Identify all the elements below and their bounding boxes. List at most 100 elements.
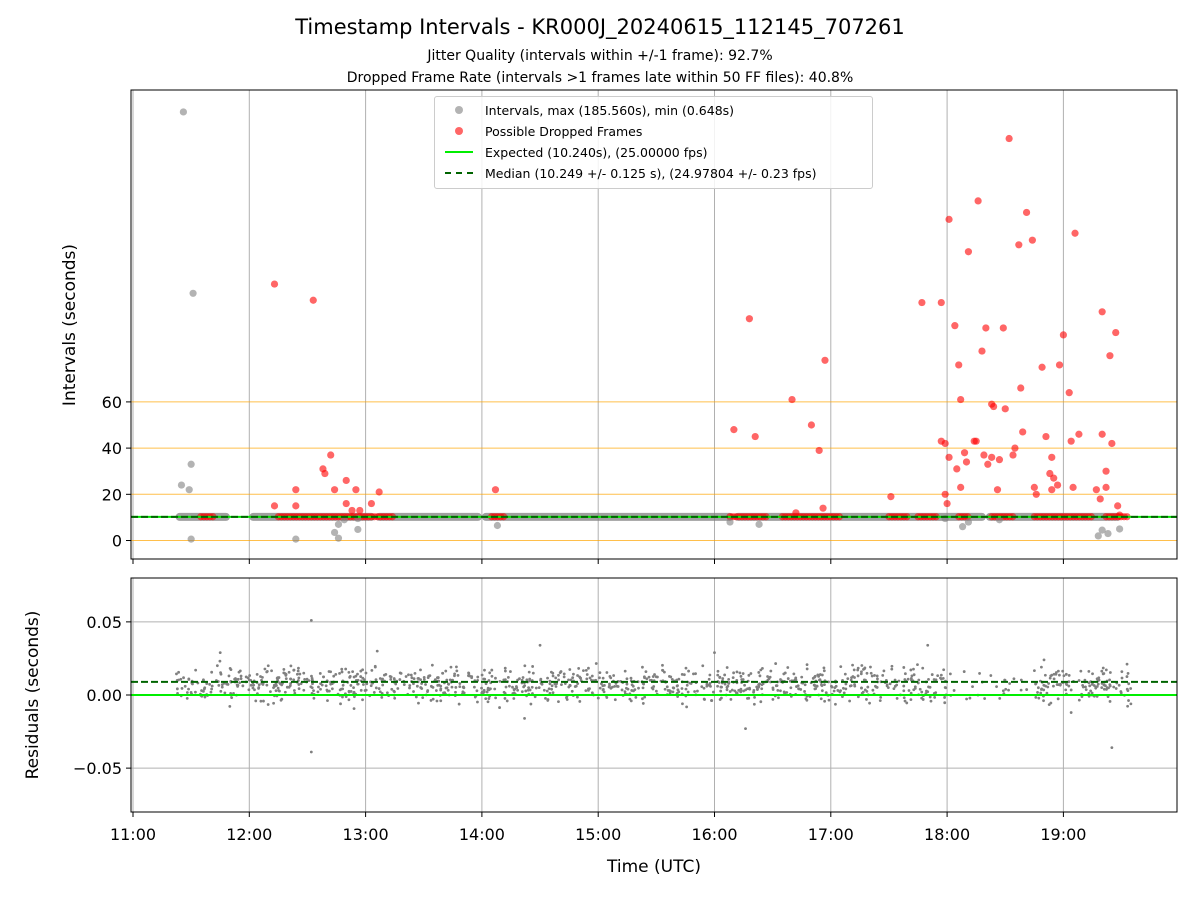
- residual-point: [458, 685, 462, 688]
- residual-point: [921, 666, 925, 670]
- residual-point: [853, 684, 857, 688]
- residual-point: [735, 670, 739, 674]
- residual-point: [625, 677, 629, 681]
- residual-point: [1127, 682, 1131, 686]
- residual-point: [435, 699, 439, 703]
- residual-point: [786, 666, 790, 669]
- residual-point: [330, 687, 334, 691]
- residual-point: [205, 682, 209, 686]
- residual-point: [272, 701, 275, 705]
- residual-point: [746, 696, 749, 700]
- interval-point: [177, 481, 186, 489]
- residual-point: [752, 689, 756, 692]
- interval-point: [340, 516, 348, 524]
- residual-point: [1034, 695, 1038, 699]
- residual-point: [753, 695, 756, 699]
- interval-point: [185, 486, 193, 494]
- residual-point: [1007, 688, 1010, 692]
- residual-point: [842, 691, 846, 695]
- dropped-frame-point: [327, 451, 335, 459]
- residual-point: [725, 688, 729, 692]
- residual-point: [631, 684, 635, 688]
- residual-point: [1069, 688, 1073, 692]
- residual-point: [757, 671, 761, 674]
- residual-point: [185, 691, 189, 694]
- interval-point: [292, 535, 300, 543]
- legend-symbol-median: [445, 167, 477, 179]
- residual-point: [557, 700, 560, 703]
- residual-point: [247, 688, 251, 692]
- residual-point: [1117, 683, 1121, 687]
- residual-point: [493, 687, 497, 691]
- residual-point: [327, 689, 331, 693]
- residual-point: [456, 673, 460, 677]
- y-tick-label-top: 20: [102, 485, 122, 504]
- residual-point: [389, 675, 393, 679]
- residual-point: [428, 674, 432, 678]
- y-tick-label-top: 60: [102, 393, 122, 412]
- residual-point: [490, 668, 494, 672]
- residual-point: [292, 668, 296, 672]
- residual-point: [319, 687, 322, 691]
- residual-point: [1036, 691, 1039, 694]
- residual-point: [486, 686, 490, 690]
- residual-point: [598, 686, 602, 690]
- residual-point: [836, 689, 840, 692]
- residual-point: [717, 681, 721, 684]
- residual-point: [330, 682, 334, 686]
- residual-point: [217, 684, 221, 687]
- residual-point: [439, 684, 443, 688]
- chart-subtitle-jitter: Jitter Quality (intervals within +/-1 fr…: [427, 48, 773, 64]
- residual-point: [1126, 689, 1130, 693]
- interval-point: [755, 520, 763, 528]
- residual-point: [605, 696, 609, 699]
- interval-point: [187, 460, 195, 468]
- dropped-frame-point: [348, 506, 356, 515]
- residual-point: [299, 682, 303, 686]
- residual-point: [530, 685, 534, 689]
- residual-point: [1064, 672, 1068, 676]
- residual-point: [1100, 686, 1104, 690]
- residual-point: [210, 684, 214, 688]
- residual-point: [647, 675, 651, 679]
- residual-point: [743, 683, 746, 687]
- residual-point: [1019, 688, 1023, 692]
- dropped-frame-point: [330, 486, 339, 494]
- residual-point: [932, 678, 936, 681]
- residual-point: [871, 688, 875, 692]
- residual-point: [289, 664, 293, 668]
- residual-point: [1129, 687, 1133, 690]
- residual-point: [995, 685, 998, 689]
- dropped-frame-point: [321, 469, 329, 478]
- residual-point: [1102, 672, 1106, 675]
- residual-point: [769, 669, 773, 673]
- residual-point: [789, 686, 793, 690]
- residual-point: [361, 698, 364, 702]
- residual-point: [641, 697, 644, 701]
- residual-point: [1102, 687, 1106, 691]
- residual-point: [860, 691, 864, 695]
- residual-point: [869, 671, 873, 675]
- residual-point: [587, 666, 590, 670]
- residual-point: [1032, 669, 1036, 673]
- residual-point: [548, 679, 552, 683]
- residual-point: [228, 704, 232, 708]
- residual-point: [545, 689, 549, 693]
- residual-point: [476, 700, 479, 704]
- interval-point: [964, 518, 973, 526]
- residual-point: [779, 689, 782, 693]
- legend: Intervals, max (185.560s), min (0.648s) …: [434, 96, 873, 189]
- residual-point: [356, 682, 360, 686]
- residual-point: [332, 674, 336, 678]
- residual-point: [520, 690, 524, 694]
- residual-point: [1101, 666, 1105, 670]
- residual-point: [276, 678, 279, 682]
- residual-point: [324, 684, 328, 688]
- residual-point: [187, 687, 190, 691]
- residual-point: [185, 696, 189, 700]
- residual-point: [265, 669, 269, 673]
- residual-point: [630, 689, 634, 692]
- residual-point: [488, 671, 492, 675]
- residual-point: [177, 678, 180, 682]
- legend-symbol-dropped: [445, 125, 477, 137]
